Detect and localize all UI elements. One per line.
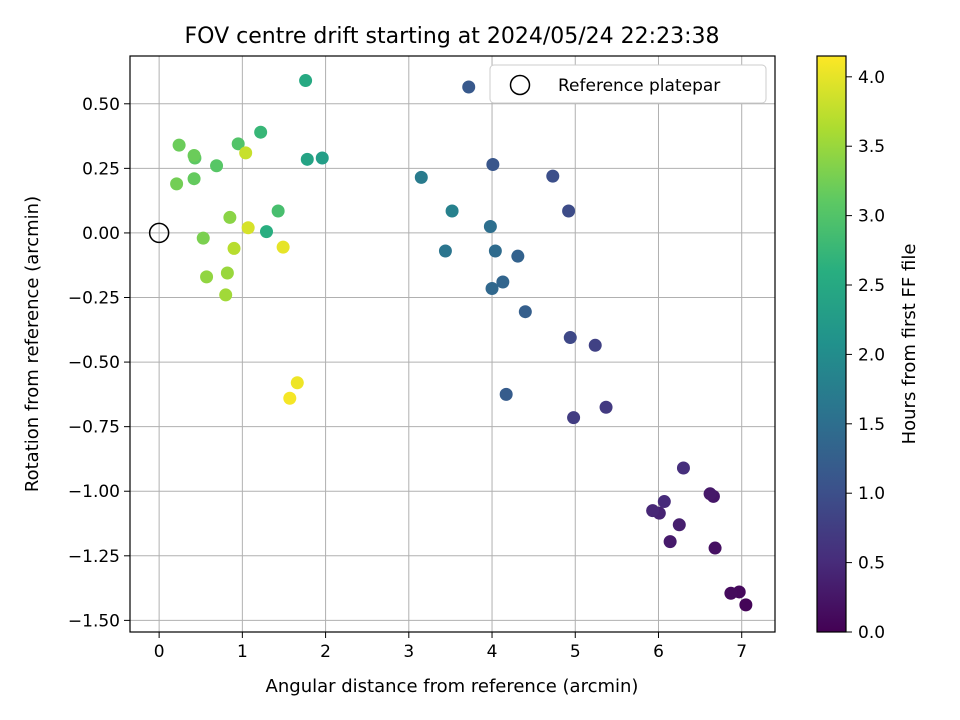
data-point bbox=[511, 249, 525, 263]
grid-lines bbox=[130, 56, 775, 632]
data-point bbox=[231, 137, 245, 151]
legend-marker bbox=[509, 74, 531, 96]
data-point bbox=[462, 80, 476, 94]
data-point bbox=[724, 586, 738, 600]
data-point bbox=[259, 225, 273, 239]
x-tick-label: 0 bbox=[154, 642, 165, 662]
colorbar-tick-label: 0.0 bbox=[858, 623, 885, 643]
data-point bbox=[276, 240, 290, 254]
data-point bbox=[708, 541, 722, 555]
data-point bbox=[488, 244, 502, 258]
y-tick-label: −1.00 bbox=[68, 482, 120, 502]
data-point bbox=[483, 219, 497, 233]
y-tick-label: 0.00 bbox=[82, 224, 120, 244]
data-point bbox=[290, 376, 304, 390]
colorbar-tick-label: 1.0 bbox=[858, 484, 885, 504]
y-tick-label: −1.50 bbox=[68, 611, 120, 631]
data-point bbox=[646, 504, 660, 518]
data-point bbox=[563, 331, 577, 345]
colorbar-tick-label: 4.0 bbox=[858, 68, 885, 88]
data-point bbox=[187, 148, 201, 162]
data-point bbox=[518, 305, 532, 319]
data-point bbox=[567, 411, 581, 425]
x-tick-label: 3 bbox=[403, 642, 414, 662]
y-axis-label: Rotation from reference (arcmin) bbox=[22, 196, 43, 492]
y-tick-label: −0.75 bbox=[68, 418, 120, 438]
colorbar-ticks: 0.0 0.5 1.0 1.5 2.0 2.5 3.0 3.5 4.0 bbox=[846, 68, 885, 643]
data-point bbox=[562, 204, 576, 218]
data-point bbox=[663, 535, 677, 549]
legend: Reference platepar bbox=[489, 64, 767, 104]
data-point bbox=[657, 495, 671, 509]
data-point bbox=[588, 338, 602, 352]
data-point bbox=[170, 177, 184, 191]
y-axis: −1.50 −1.25 −1.00 −0.75 −0.50 −0.25 0.00 0.25 0.… bbox=[68, 95, 130, 631]
data-point bbox=[172, 138, 186, 152]
data-point bbox=[499, 387, 513, 401]
data-point bbox=[739, 598, 753, 612]
data-point bbox=[254, 125, 268, 139]
colorbar-tick-label: 2.0 bbox=[858, 345, 885, 365]
reference-platepar-marker bbox=[148, 222, 170, 244]
data-point bbox=[283, 391, 297, 405]
data-point bbox=[703, 487, 717, 501]
data-point bbox=[200, 270, 214, 284]
data-point bbox=[485, 281, 499, 295]
data-points bbox=[170, 74, 753, 612]
colorbar-gradient bbox=[816, 55, 847, 633]
x-axis-label: Angular distance from reference (arcmin) bbox=[266, 676, 639, 697]
data-point bbox=[220, 266, 234, 280]
data-point bbox=[672, 518, 686, 532]
y-tick-label: 0.50 bbox=[82, 95, 120, 115]
data-point bbox=[187, 172, 201, 186]
data-point bbox=[299, 74, 313, 88]
data-point bbox=[227, 241, 241, 255]
x-tick-label: 6 bbox=[653, 642, 664, 662]
colorbar-tick-label: 0.5 bbox=[858, 554, 885, 574]
x-axis: 0 1 2 3 4 5 6 7 bbox=[154, 632, 747, 662]
data-point bbox=[486, 157, 500, 171]
colorbar: 0.0 0.5 1.0 1.5 2.0 2.5 3.0 3.5 4.0 Hours from f… bbox=[816, 55, 920, 643]
data-point bbox=[219, 288, 233, 302]
y-tick-label: −0.50 bbox=[68, 353, 120, 373]
data-point bbox=[546, 169, 560, 183]
colorbar-tick-label: 1.5 bbox=[858, 415, 885, 435]
x-tick-label: 7 bbox=[736, 642, 747, 662]
x-tick-label: 2 bbox=[320, 642, 331, 662]
data-point bbox=[315, 151, 329, 165]
data-point bbox=[241, 221, 255, 235]
chart-title: FOV centre drift starting at 2024/05/24 … bbox=[185, 24, 720, 49]
legend-box bbox=[489, 64, 767, 104]
x-tick-label: 1 bbox=[237, 642, 248, 662]
legend-entry: Reference platepar bbox=[558, 76, 720, 96]
data-point bbox=[496, 275, 510, 289]
colorbar-tick-label: 3.0 bbox=[858, 207, 885, 227]
plot-frame bbox=[129, 55, 776, 633]
x-tick-label: 5 bbox=[570, 642, 581, 662]
data-point bbox=[438, 244, 452, 258]
y-tick-label: −0.25 bbox=[68, 289, 120, 309]
data-point bbox=[300, 152, 314, 166]
data-point bbox=[414, 170, 428, 184]
data-point bbox=[196, 231, 210, 245]
x-tick-label: 4 bbox=[487, 642, 498, 662]
colorbar-label: Hours from first FF file bbox=[899, 244, 920, 445]
data-point bbox=[223, 210, 237, 224]
colorbar-tick-label: 3.5 bbox=[858, 137, 885, 157]
data-point bbox=[210, 159, 224, 173]
data-point bbox=[445, 204, 459, 218]
y-tick-label: −1.25 bbox=[68, 547, 120, 567]
data-point bbox=[676, 461, 690, 475]
data-point bbox=[271, 204, 285, 218]
colorbar-tick-label: 2.5 bbox=[858, 276, 885, 296]
data-point bbox=[599, 400, 613, 414]
data-point bbox=[239, 146, 253, 160]
y-tick-label: 0.25 bbox=[82, 159, 120, 179]
